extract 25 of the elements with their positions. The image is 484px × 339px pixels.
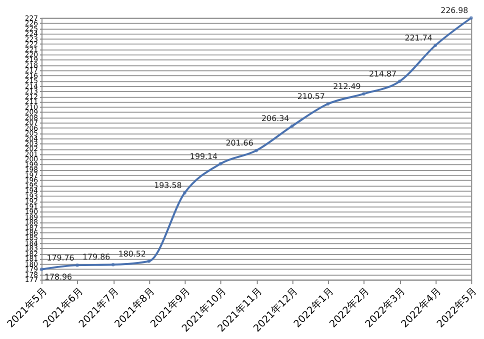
data-label: 226.98	[440, 6, 468, 16]
point	[469, 16, 473, 20]
point	[111, 262, 115, 266]
point	[290, 124, 294, 128]
point	[76, 263, 80, 267]
data-label: 178.96	[44, 272, 72, 282]
point	[398, 80, 402, 84]
point	[218, 162, 222, 166]
data-label: 179.86	[82, 252, 110, 262]
point	[434, 44, 438, 48]
data-label: 199.14	[190, 152, 218, 161]
data-label: 180.52	[118, 249, 146, 258]
point	[326, 102, 330, 106]
data-label: 201.66	[226, 138, 254, 148]
data-label: 214.87	[368, 69, 397, 78]
point	[147, 260, 151, 263]
data-label: 210.57	[297, 92, 325, 101]
data-label: 221.74	[404, 33, 432, 42]
data-label: 193.58	[154, 180, 182, 190]
data-label: 179.76	[46, 253, 74, 262]
point	[362, 92, 366, 96]
data-label: 212.49	[333, 82, 361, 91]
data-label: 206.34	[262, 114, 290, 124]
point	[254, 148, 258, 152]
point	[183, 191, 186, 195]
